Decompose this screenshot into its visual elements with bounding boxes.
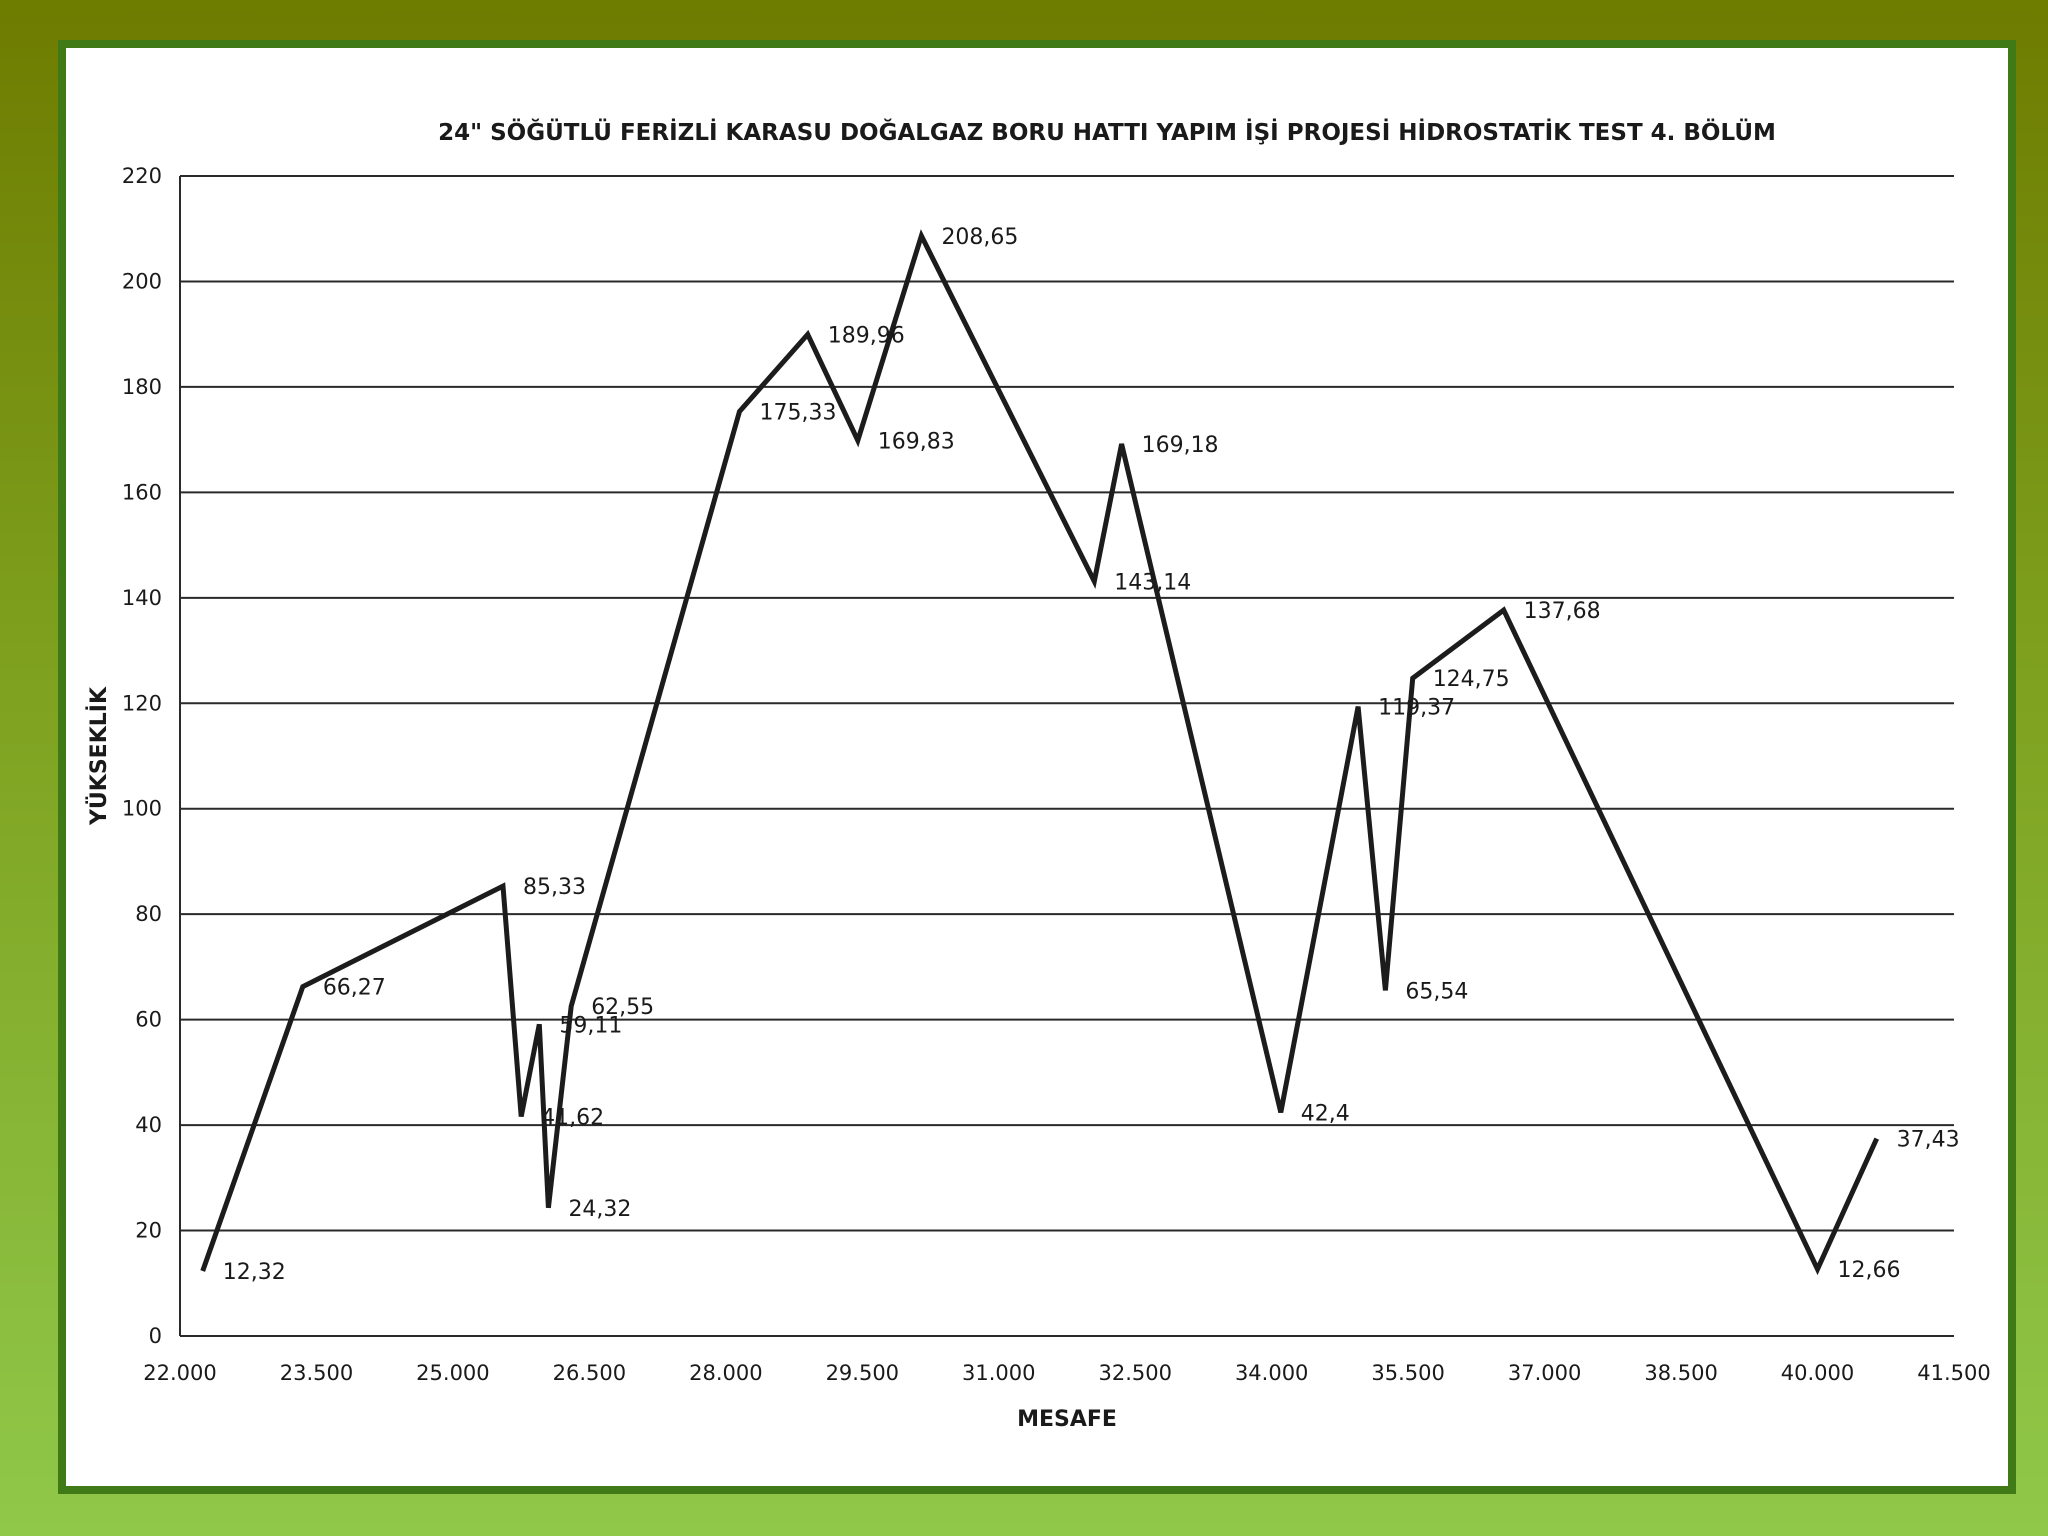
- data-labels: 12,32 66,27 85,33 41,62 59,11 24,32 62,55 175,3…: [223, 225, 1960, 1285]
- x-tick-label: 29.500: [826, 1361, 899, 1385]
- x-tick-label: 38.500: [1644, 1361, 1717, 1385]
- y-tick-label: 120: [122, 691, 162, 715]
- grid-lines: [180, 175, 1954, 1337]
- x-tick-label: 37.000: [1508, 1361, 1581, 1385]
- data-label: 12,32: [223, 1260, 286, 1285]
- x-tick-label: 26.500: [553, 1361, 626, 1385]
- y-tick-label: 80: [135, 902, 162, 926]
- axes: [179, 176, 1954, 1337]
- x-tick-label: 34.000: [1235, 1361, 1308, 1385]
- data-label: 42,4: [1301, 1101, 1350, 1126]
- y-tick-label: 0: [149, 1324, 162, 1348]
- y-tick-label: 220: [122, 164, 162, 188]
- data-label: 12,66: [1838, 1258, 1901, 1283]
- x-tick-label: 28.000: [689, 1361, 762, 1385]
- x-tick-label: 40.000: [1781, 1361, 1854, 1385]
- x-tick-label: 23.500: [280, 1361, 353, 1385]
- y-tick-label: 60: [135, 1008, 162, 1032]
- data-label: 169,18: [1142, 433, 1219, 458]
- data-label: 124,75: [1433, 667, 1510, 692]
- y-tick-label: 20: [135, 1219, 162, 1243]
- y-tick-label: 180: [122, 375, 162, 399]
- data-label: 62,55: [591, 995, 654, 1020]
- data-label: 24,32: [568, 1197, 631, 1222]
- line-chart: 24" SÖĞÜTLÜ FERİZLİ KARASU DOĞALGAZ BORU…: [86, 118, 1991, 1432]
- series-lines: [200, 229, 1879, 1276]
- y-tick-labels: 0 20 40 60 80 100 120 140 160 180 200 220: [122, 164, 162, 1348]
- data-label: 143,14: [1114, 570, 1191, 595]
- y-tick-label: 140: [122, 586, 162, 610]
- x-tick-label: 31.000: [962, 1361, 1035, 1385]
- x-tick-label: 32.500: [1098, 1361, 1171, 1385]
- data-label: 189,96: [828, 323, 905, 348]
- x-tick-label: 22.000: [143, 1361, 216, 1385]
- y-tick-label: 40: [135, 1113, 162, 1137]
- data-label: 85,33: [523, 875, 586, 900]
- data-label: 41,62: [541, 1106, 604, 1131]
- data-label: 175,33: [759, 401, 836, 426]
- x-tick-label: 41.500: [1917, 1361, 1990, 1385]
- y-tick-label: 160: [122, 480, 162, 504]
- data-label: 59,11: [559, 1013, 622, 1038]
- data-label: 137,68: [1524, 599, 1601, 624]
- data-label: 169,83: [878, 430, 955, 455]
- chart-paper: 24" SÖĞÜTLÜ FERİZLİ KARASU DOĞALGAZ BORU…: [66, 48, 2008, 1486]
- x-tick-label: 35.500: [1371, 1361, 1444, 1385]
- x-tick-label: 25.000: [416, 1361, 489, 1385]
- y-tick-label: 200: [122, 269, 162, 293]
- y-axis-label: YÜKSEKLİK: [86, 686, 112, 826]
- data-label: 65,54: [1405, 979, 1468, 1004]
- x-tick-labels: 22.000 23.500 25.000 26.500 28.000 29.500 31.0…: [143, 1361, 1990, 1385]
- x-axis-label: MESAFE: [1017, 1407, 1117, 1432]
- data-label: 208,65: [941, 225, 1018, 250]
- data-label: 37,43: [1897, 1128, 1960, 1153]
- chart-title: 24" SÖĞÜTLÜ FERİZLİ KARASU DOĞALGAZ BORU…: [438, 118, 1776, 146]
- y-tick-label: 100: [122, 797, 162, 821]
- series-line-0: [200, 229, 1879, 1276]
- data-label: 119,37: [1378, 696, 1455, 721]
- data-label: 66,27: [323, 976, 386, 1001]
